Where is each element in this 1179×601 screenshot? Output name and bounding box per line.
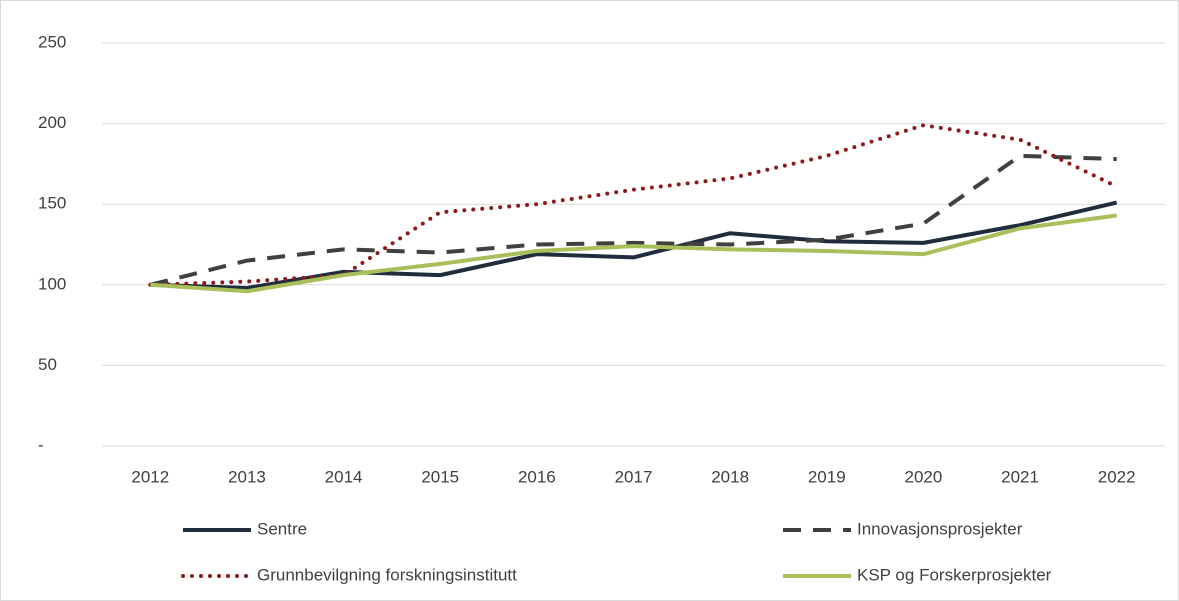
legend-label: Grunnbevilgning forskningsinstitutt (257, 565, 517, 584)
x-tick-label: 2016 (518, 467, 556, 486)
y-tick-label: 50 (38, 355, 57, 374)
x-tick-label: 2013 (228, 467, 266, 486)
series-line (150, 213, 1117, 294)
series-line (149, 153, 1117, 287)
x-tick-label: 2020 (904, 467, 942, 486)
x-tick-label: 2017 (615, 467, 653, 486)
y-tick-label: 150 (38, 194, 66, 213)
x-tick-label: 2021 (1001, 467, 1039, 486)
x-tick-label: 2018 (711, 467, 749, 486)
series-line (148, 123, 1119, 287)
legend-label: Sentre (257, 519, 307, 538)
y-tick-label: 200 (38, 113, 66, 132)
x-tick-label: 2015 (421, 467, 459, 486)
legend-label: Innovasjonsprosjekter (857, 519, 1023, 538)
x-tick-label: 2019 (808, 467, 846, 486)
y-tick-label: 250 (38, 32, 66, 51)
y-tick-label: - (38, 435, 44, 454)
x-tick-label: 2014 (325, 467, 363, 486)
y-tick-label: 100 (38, 274, 66, 293)
legend-label: KSP og Forskerprosjekter (857, 565, 1052, 584)
x-tick-label: 2022 (1098, 467, 1136, 486)
x-tick-label: 2012 (131, 467, 169, 486)
